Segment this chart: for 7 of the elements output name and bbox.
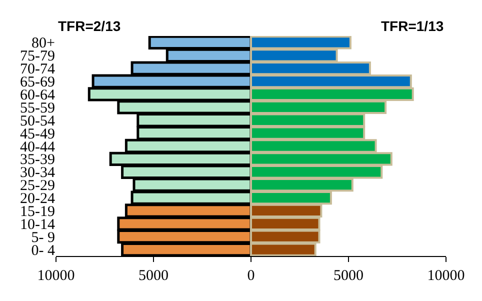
text: TFR=1/13 [381, 18, 444, 34]
x-tick-label: 5000 [138, 268, 168, 284]
x-tick-label: 10000 [37, 268, 75, 284]
x-tick-label: 10000 [427, 268, 465, 284]
x-tick-label: 5000 [334, 268, 364, 284]
x-tick-label: 0 [247, 268, 255, 284]
text: TFR=2/13 [58, 18, 121, 34]
